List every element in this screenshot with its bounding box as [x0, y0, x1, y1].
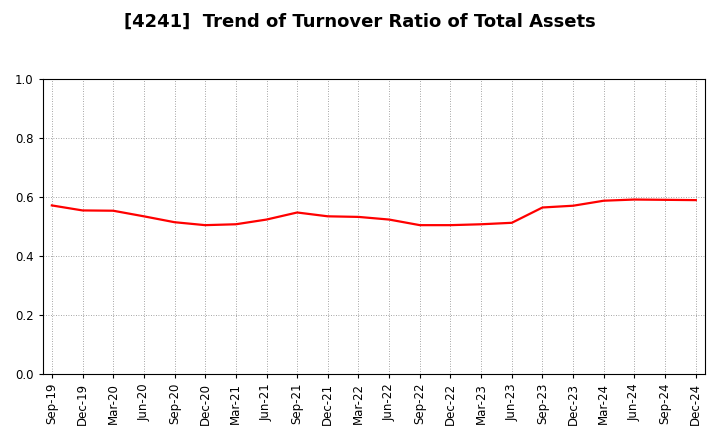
Text: [4241]  Trend of Turnover Ratio of Total Assets: [4241] Trend of Turnover Ratio of Total … [124, 13, 596, 31]
